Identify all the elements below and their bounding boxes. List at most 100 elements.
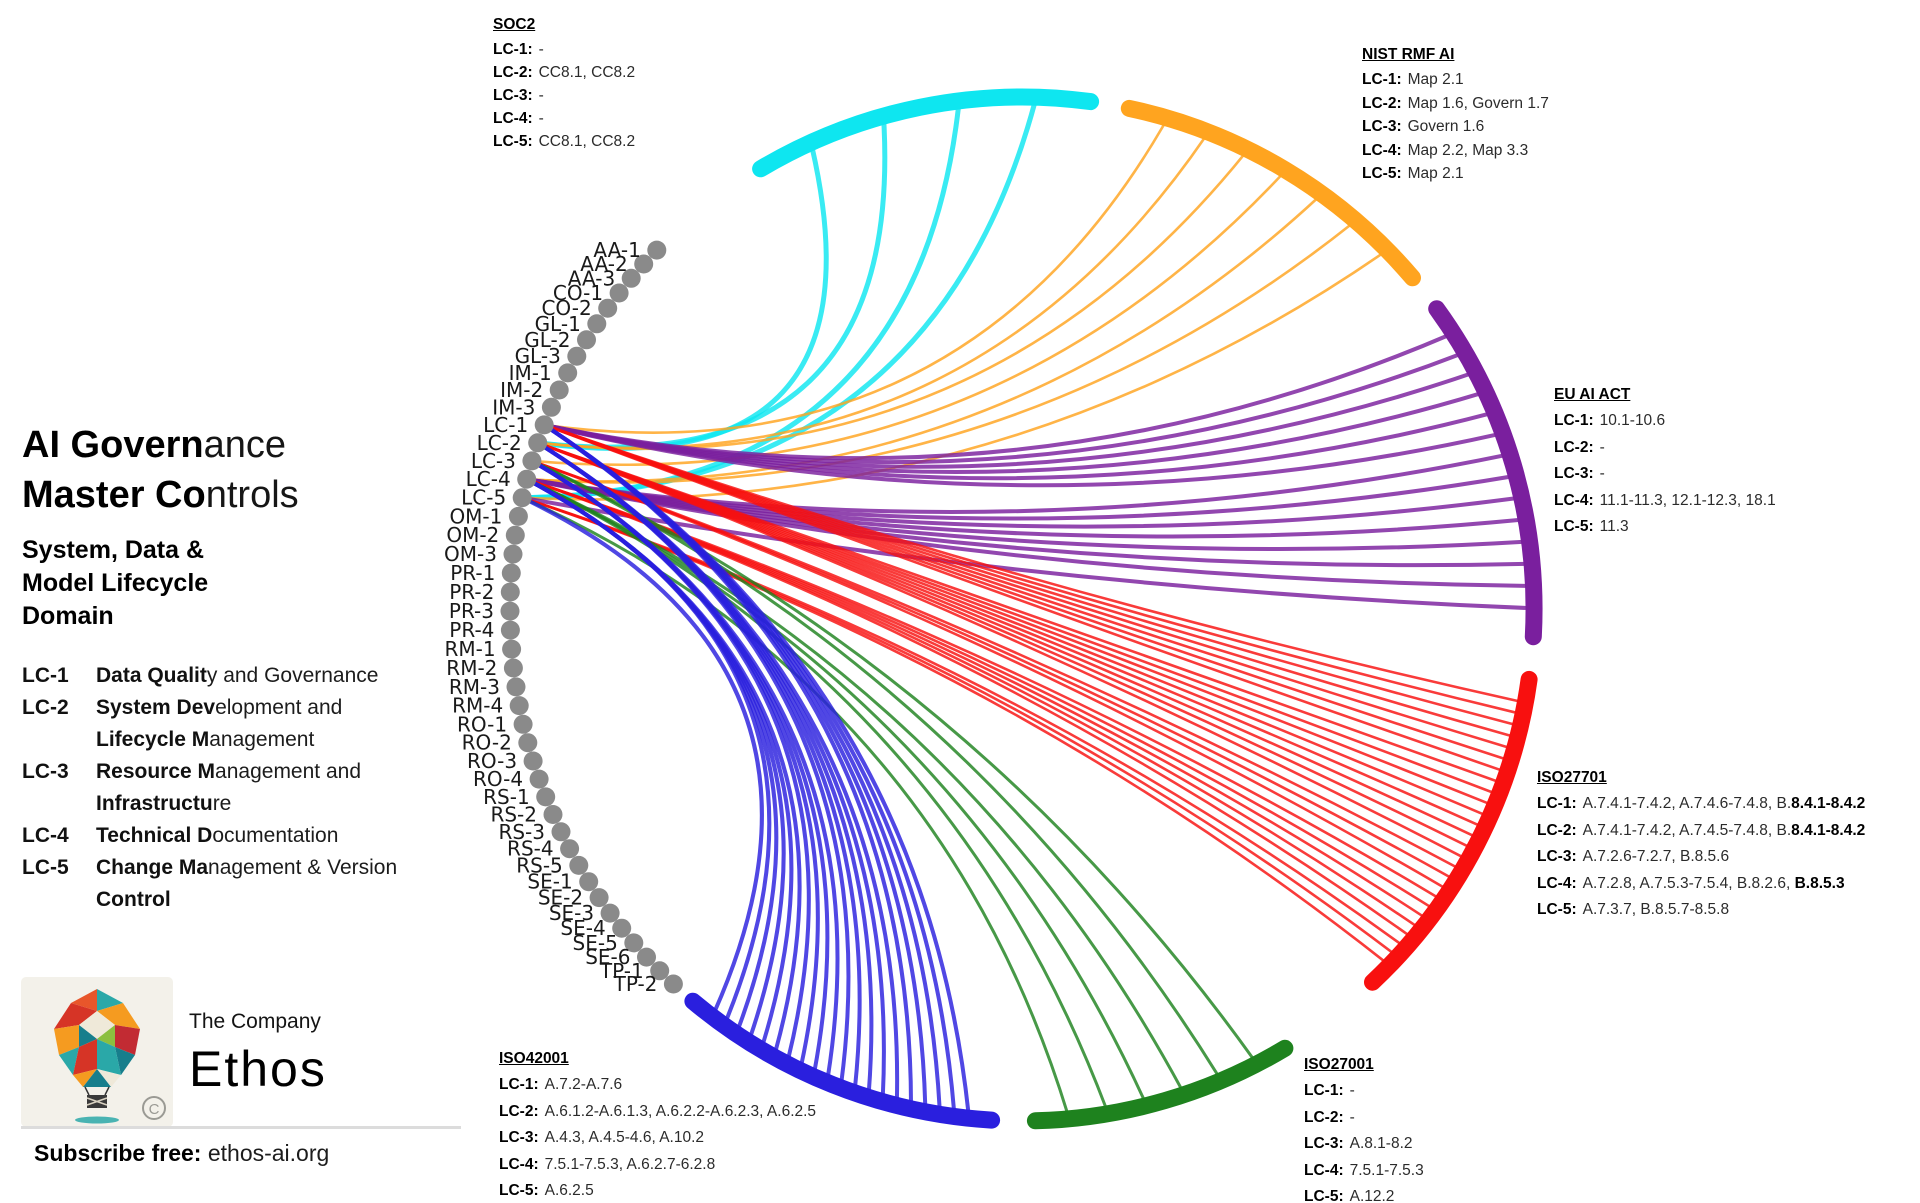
subtitle-line-2: Model Lifecycle [22, 569, 209, 597]
framework-mapping-row: LC-5: A.6.2.5 [499, 1178, 816, 1203]
chord-iso27001 [525, 477, 1108, 1111]
framework-title-soc2: SOC2 [493, 16, 536, 33]
legend-item-lc-4: LC-4 Technical Documentation [22, 820, 397, 852]
legend-description-line: Data Quality and Governance [96, 664, 379, 687]
control-node-se-5 [624, 933, 644, 953]
control-node-ro-1 [513, 714, 533, 734]
chord-nist [525, 222, 1353, 484]
mapping-refs: Govern 1.6 [1407, 118, 1485, 135]
mapping-lc-code: LC-1: [1304, 1082, 1344, 1099]
control-node-label-pr-2: PR-2 [449, 580, 494, 604]
subscribe-line: Subscribe free: ethos-ai.org [34, 1140, 329, 1167]
mapping-refs: A.6.1.2-A.6.1.3, A.6.2.2-A.6.2.3, A.6.2.… [544, 1102, 817, 1120]
control-node-label-aa-3: AA-3 [568, 266, 615, 290]
control-node-pr-3 [500, 601, 520, 621]
control-node-label-ro-4: RO-4 [473, 767, 523, 791]
mapping-refs: A.7.4.1-7.4.2, A.7.4.6-7.4.8, B. [1582, 795, 1792, 812]
framework-title-iso42001: ISO42001 [499, 1050, 569, 1067]
mapping-lc-code: LC-4: [1362, 141, 1402, 159]
control-node-label-lc-4: LC-4 [466, 467, 511, 491]
framework-mapping-row: LC-3: A.8.1-8.2 [1304, 1131, 1424, 1158]
control-node-om-2 [505, 525, 525, 545]
mapping-lc-code: LC-1: [1537, 795, 1577, 812]
control-node-se-4 [612, 918, 632, 938]
legend-description-line: System Development and [96, 696, 343, 719]
control-node-label-gl-3: GL-3 [515, 344, 561, 368]
chord-iso27701 [542, 423, 1504, 772]
control-node-gl-1 [587, 314, 607, 334]
legend-description-line: Resource Management and [96, 760, 362, 783]
mapping-refs: Map 1.6, Govern 1.7 [1407, 94, 1549, 112]
chord-iso42001 [542, 422, 913, 1106]
legend-description-line: Infrastructure [96, 792, 232, 815]
mapping-lc-code: LC-1: [493, 41, 533, 58]
control-node-se-6 [637, 947, 656, 967]
control-node-rs-4 [560, 839, 580, 859]
legend-code: LC-2 [22, 696, 69, 719]
subtitle-line-3: Domain [22, 602, 114, 630]
framework-mapping-row: LC-3: - [1554, 461, 1776, 488]
chord-nist [525, 196, 1320, 483]
framework-block-eu: EU AI ACT LC-1: 10.1-10.6 LC-2: - LC-3: - LC-4:… [1554, 386, 1776, 541]
control-node-label-lc-3: LC-3 [471, 449, 516, 473]
chord-iso42001 [520, 495, 764, 1015]
framework-arc-eu [1428, 300, 1543, 646]
legend-item-lc-2: LC-2 System Development and Lifecycle Mana… [22, 692, 397, 756]
control-node-label-se-6: SE-6 [585, 945, 630, 969]
mapping-lc-code: LC-5: [1362, 165, 1402, 182]
framework-mapping-row: LC-2: A.6.1.2-A.6.1.3, A.6.2.2-A.6.2.3, A… [499, 1099, 816, 1126]
mapping-lc-code: LC-3: [1554, 465, 1594, 482]
control-node-label-rm-3: RM-3 [449, 675, 500, 699]
control-node-label-im-1: IM-1 [509, 361, 552, 385]
legend-item-lc-1: LC-1 Data Quality and Governance [22, 660, 397, 692]
chord-iso27701 [536, 441, 1466, 859]
control-node-lc-4 [517, 469, 537, 489]
mapping-refs: A.7.4.1-7.4.2, A.7.4.5-7.4.8, B. [1582, 821, 1792, 839]
control-node-om-1 [508, 506, 528, 526]
mapping-refs: - [1599, 465, 1605, 482]
framework-title-iso27001: ISO27001 [1304, 1056, 1374, 1073]
control-node-im-3 [541, 397, 561, 417]
framework-mapping-row: LC-4: 7.5.1-7.5.3, A.6.2.7-6.2.8 [499, 1152, 816, 1179]
framework-arc-nist [1120, 99, 1421, 287]
mapping-refs-bold: B.8.5.3 [1794, 874, 1845, 892]
control-node-pr-2 [500, 582, 520, 602]
framework-mapping-row: LC-3: A.7.2.6-7.2.7, B.8.5.6 [1537, 844, 1865, 871]
control-node-label-se-5: SE-5 [573, 931, 618, 955]
control-node-se-1 [579, 872, 599, 892]
mapping-refs: A.4.3, A.4.5-4.6, A.10.2 [544, 1129, 705, 1146]
mapping-refs: 10.1-10.6 [1599, 412, 1666, 429]
control-node-ro-4 [529, 769, 549, 789]
framework-arc-iso42001 [684, 992, 1001, 1129]
mapping-refs: - [1349, 1082, 1355, 1099]
chord-iso27001 [520, 496, 1070, 1116]
brand-name: Ethos [189, 1041, 327, 1097]
legend-code: LC-3 [22, 760, 69, 783]
legend-description-line: Change Management & Version [96, 856, 398, 879]
mapping-refs: - [538, 110, 544, 127]
mapping-refs: - [538, 87, 544, 104]
framework-mapping-row: LC-4: 11.1-11.3, 12.1-12.3, 18.1 [1554, 488, 1776, 515]
mapping-lc-code: LC-3: [1362, 118, 1402, 135]
mapping-refs: A.7.2-A.7.6 [544, 1076, 623, 1093]
control-node-pr-4 [500, 620, 520, 640]
legend-code: LC-1 [22, 664, 69, 687]
framework-arc-iso27001 [1026, 1039, 1294, 1130]
mapping-lc-code: LC-2: [499, 1102, 539, 1120]
svg-text:C: C [149, 1101, 160, 1118]
control-node-co-2 [598, 298, 618, 318]
control-node-gl-3 [567, 346, 587, 366]
control-node-ro-2 [518, 733, 538, 753]
framework-title-eu: EU AI ACT [1554, 386, 1631, 403]
subscribe-url[interactable]: ethos-ai.org [201, 1140, 330, 1166]
control-node-label-aa-2: AA-2 [580, 252, 627, 276]
framework-block-nist: NIST RMF AI LC-1: Map 2.1 LC-2: Map 1.6, Gov… [1362, 46, 1549, 186]
mapping-refs: A.12.2 [1349, 1188, 1395, 1203]
framework-mapping-row: LC-2: A.7.4.1-7.4.2, A.7.4.5-7.4.8, B.8.4… [1537, 818, 1865, 845]
control-node-label-gl-1: GL-1 [535, 312, 581, 336]
control-node-rm-4 [509, 696, 529, 716]
mapping-refs: A.7.3.7, B.8.5.7-8.5.8 [1582, 901, 1730, 918]
mapping-refs: A.6.2.5 [544, 1182, 594, 1199]
control-node-aa-3 [621, 268, 641, 288]
